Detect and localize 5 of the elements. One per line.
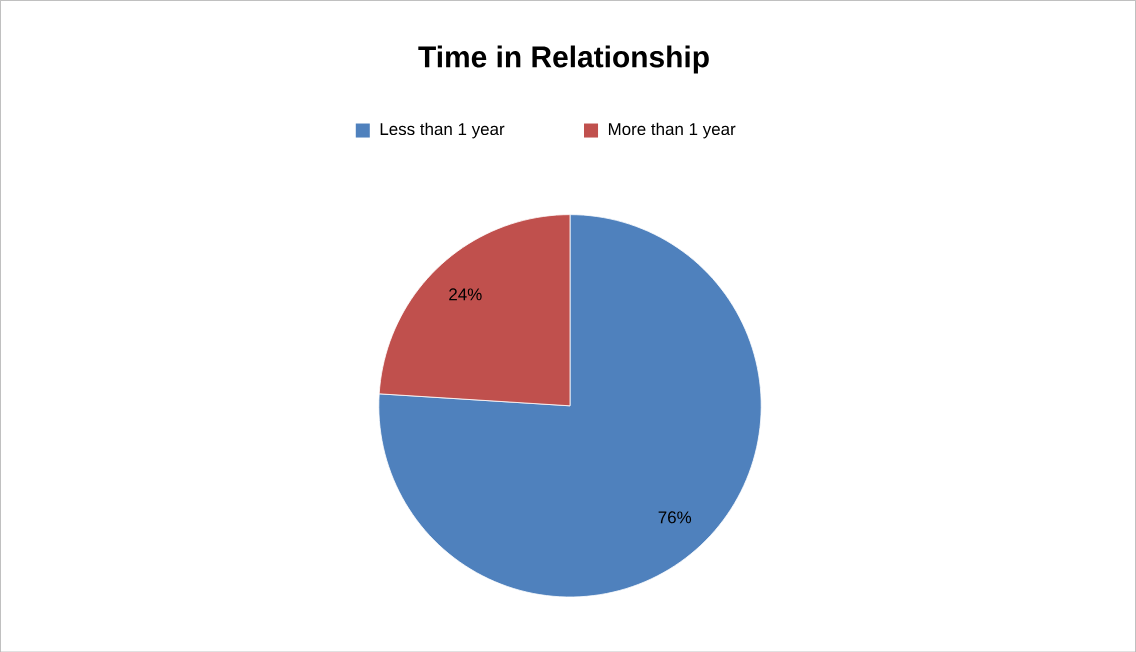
data-label: 76% — [658, 511, 692, 524]
data-label: 24% — [449, 288, 482, 301]
chart-title: Time in Relationship — [418, 45, 709, 74]
legend-label: More than 1 year — [608, 122, 736, 139]
legend-label: Less than 1 year — [380, 122, 505, 139]
